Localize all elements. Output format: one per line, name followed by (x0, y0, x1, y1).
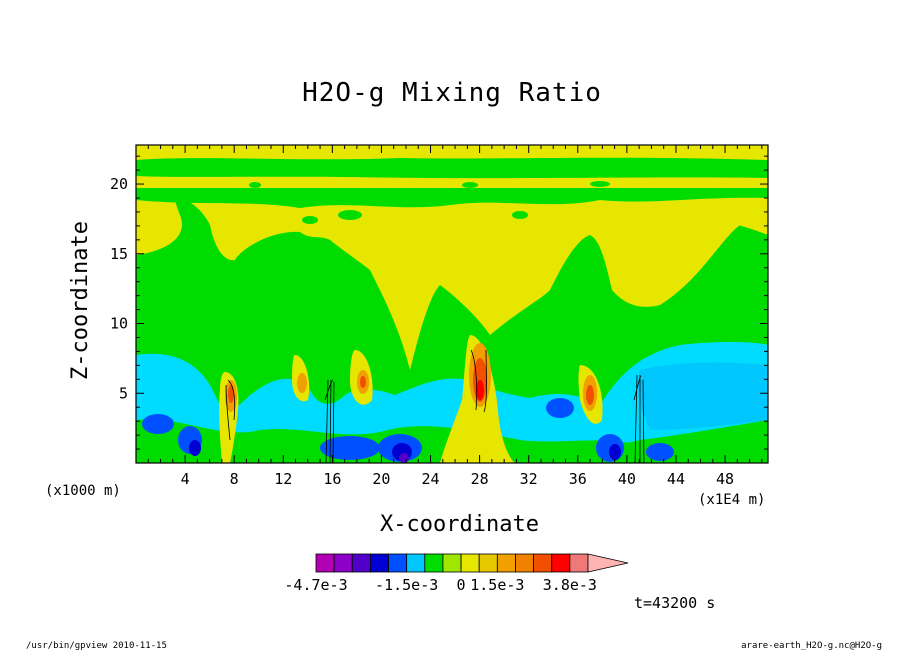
colorbar-swatch (460, 553, 480, 573)
colorbar-swatch (515, 553, 535, 573)
colorbar-swatch (424, 553, 444, 573)
x-tick-label: 48 (716, 470, 734, 488)
colorbar-swatch (442, 553, 462, 573)
y-tick-label: 10 (110, 315, 128, 333)
colorbar-swatch (369, 553, 389, 573)
y-tick-label: 20 (110, 175, 128, 193)
colorbar-swatch (315, 553, 335, 573)
colorbar-label: 1.5e-3 (470, 576, 524, 594)
colorbar-swatch (388, 553, 408, 573)
x-unit-right: (x1E4 m) (698, 492, 766, 508)
colorbar-label: -1.5e-3 (375, 576, 438, 594)
x-tick-label: 20 (372, 470, 390, 488)
colorbar-swatch (569, 553, 589, 573)
colorbar-swatch (533, 553, 553, 573)
x-tick-label: 36 (569, 470, 587, 488)
colorbar-swatch (478, 553, 498, 573)
x-tick-label: 28 (471, 470, 489, 488)
colorbar-swatch (406, 553, 426, 573)
colorbar-swatch (551, 553, 571, 573)
x-tick-label: 12 (274, 470, 292, 488)
x-tick-label: 8 (230, 470, 239, 488)
colorbar: -4.7e-3 -1.5e-3 0 1.5e-3 3.8e-3 (284, 553, 629, 594)
plot-frame (135, 144, 769, 464)
x-tick-label: 32 (520, 470, 538, 488)
time-label: t=43200 s (634, 594, 716, 612)
y-tick-label: 15 (110, 245, 128, 263)
footer-right: arare-earth_H2O-g.nc@H2O-g (741, 641, 882, 651)
colorbar-extension (587, 553, 629, 573)
x-tick-label: 4 (181, 470, 190, 488)
colorbar-label: 0 (457, 576, 466, 594)
contour-field (136, 145, 768, 463)
colorbar-label: -4.7e-3 (284, 576, 347, 594)
colorbar-label: 3.8e-3 (543, 576, 597, 594)
x-unit-left: (x1000 m) (45, 483, 121, 499)
footer-left: /usr/bin/gpview 2010-11-15 (26, 641, 167, 651)
x-axis-label: X-coordinate (380, 512, 539, 537)
x-tick-label: 44 (667, 470, 685, 488)
x-tick-label: 40 (618, 470, 636, 488)
colorbar-swatch (351, 553, 371, 573)
chart-title: H2O-g Mixing Ratio (302, 78, 602, 108)
colorbar-swatch (496, 553, 516, 573)
x-tick-label: 24 (421, 470, 439, 488)
colorbar-swatch (333, 553, 353, 573)
y-tick-label: 5 (119, 384, 128, 402)
x-tick-label: 16 (323, 470, 341, 488)
